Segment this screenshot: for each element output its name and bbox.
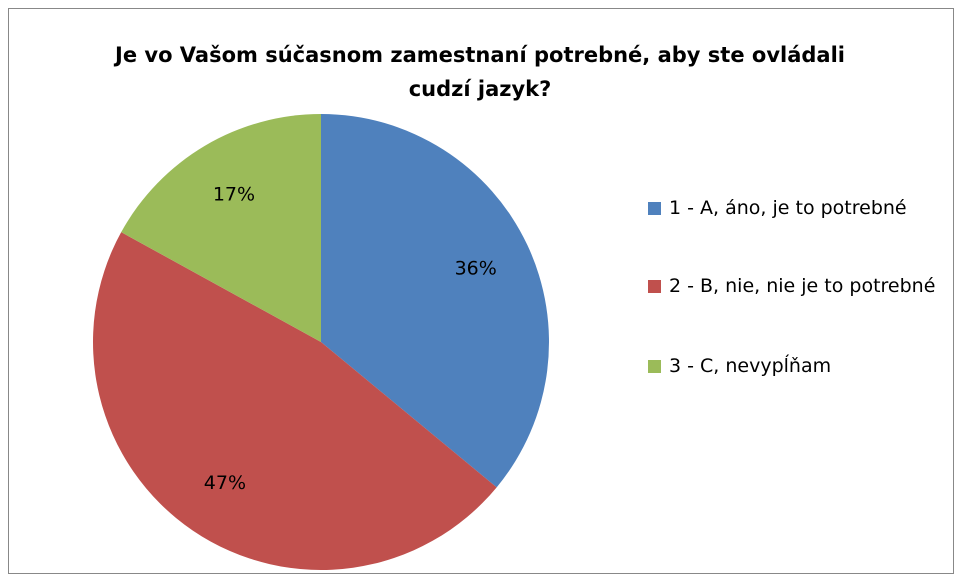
pie-slice [92,232,497,571]
pie-slice [121,114,321,342]
legend-swatch [648,280,661,293]
legend-item: 3 - C, nevypĺňam [648,351,939,381]
legend-item: 1 - A, áno, je to potrebné [648,193,939,223]
legend-label: 2 - B, nie, nie je to potrebné [669,275,936,297]
data-label: 17% [213,183,255,205]
pie-slice [321,114,549,488]
legend-label: 1 - A, áno, je to potrebné [669,197,907,219]
legend-item: 2 - B, nie, nie je to potrebné [648,271,939,301]
legend-swatch [648,360,661,373]
data-label: 47% [204,472,246,494]
legend-swatch [648,202,661,215]
chart-title: Je vo Vašom súčasnom zamestnaní potrebné… [115,43,845,101]
legend-label: 3 - C, nevypĺňam [669,355,832,377]
data-label: 36% [455,258,497,280]
